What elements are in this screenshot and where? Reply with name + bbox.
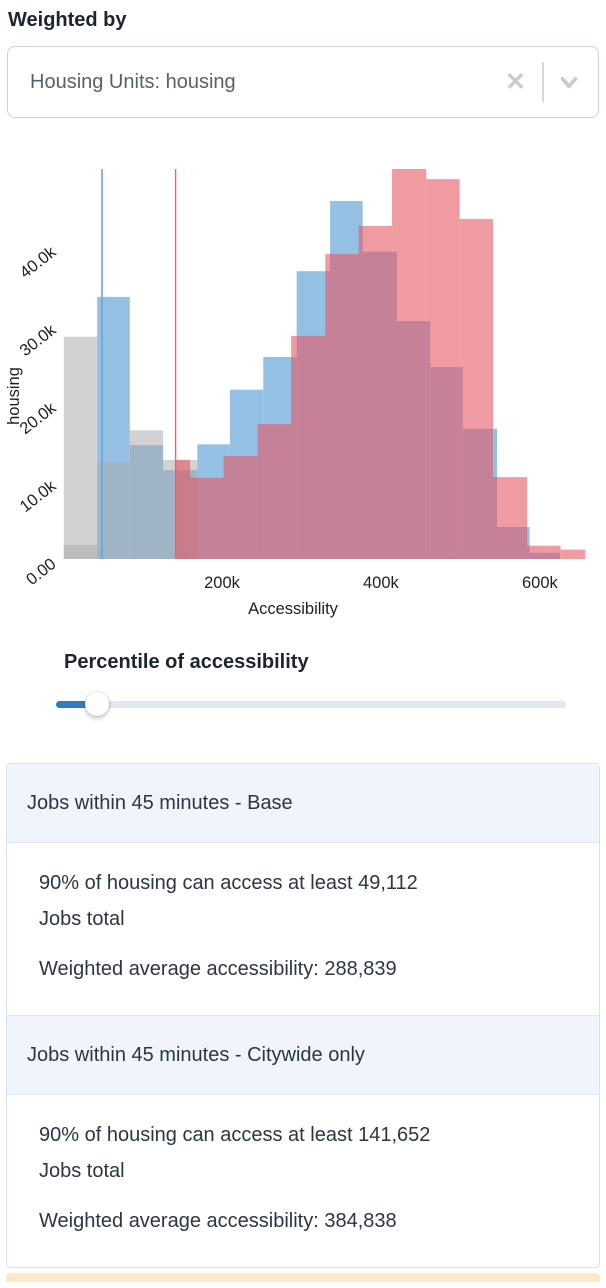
percentile-access-line: 90% of housing can access at least 49,11… <box>39 872 418 894</box>
weighted-by-select-value: Housing Units: housing <box>30 70 236 93</box>
slider-thumb[interactable] <box>85 692 109 716</box>
percentile-label: Percentile of accessibility <box>64 651 309 673</box>
slider-fill <box>56 701 97 708</box>
weighted-by-select[interactable]: Housing Units: housing ✕ <box>7 46 599 118</box>
histogram-bin-citywide-only <box>291 335 326 559</box>
y-tick-label: 30.0k <box>17 321 60 360</box>
histogram-bin-comparison <box>63 336 98 559</box>
histogram-bin-citywide-only <box>358 225 393 559</box>
x-axis-label: Accessibility <box>248 600 339 618</box>
histogram-bin-citywide-only <box>493 477 528 559</box>
histogram-bin-citywide-only <box>527 545 561 559</box>
histogram-bin-citywide-only <box>560 549 586 559</box>
slider-track[interactable] <box>56 701 566 708</box>
result-body-citywide: 90% of housing can access at least 141,6… <box>7 1095 599 1267</box>
y-axis-ticks: 0.00 10.0k 20.0k 30.0k 40.0k <box>17 243 60 589</box>
histogram-bin-citywide-only <box>325 254 359 559</box>
weighted-average-line: Weighted average accessibility: 384,838 <box>39 1210 397 1232</box>
alert-strip <box>6 1273 600 1282</box>
histogram-bin-citywide-only <box>175 459 191 559</box>
x-tick-label: 200k <box>204 574 241 592</box>
y-tick-label: 0.00 <box>23 555 59 589</box>
histogram-series <box>63 169 586 560</box>
percentile-marker-lines <box>101 169 177 559</box>
results-panel: Jobs within 45 minutes - Base 90% of hou… <box>6 763 600 1268</box>
y-tick-label: 10.0k <box>17 477 60 516</box>
x-axis-ticks: 200k 400k 600k <box>204 574 558 592</box>
weighted-average-line: Weighted average accessibility: 288,839 <box>39 958 397 980</box>
chevron-down-icon[interactable] <box>556 69 582 95</box>
histogram-bin-citywide-only <box>459 218 494 560</box>
percentile-access-line-wrap: Jobs total <box>39 1160 125 1182</box>
percentile-access-line-wrap: Jobs total <box>39 908 125 930</box>
histogram-bin-comparison <box>129 430 164 559</box>
select-divider <box>542 62 544 102</box>
result-title-citywide: Jobs within 45 minutes - Citywide only <box>7 1015 599 1095</box>
result-title-base: Jobs within 45 minutes - Base <box>7 764 599 843</box>
histogram-bin-citywide-only <box>426 179 460 559</box>
histogram-bin-comparison-secondary <box>63 544 98 559</box>
x-tick-label: 600k <box>522 574 559 592</box>
weighted-by-label: Weighted by <box>8 9 127 31</box>
histogram-bin-citywide-only <box>392 169 427 559</box>
percentile-slider[interactable] <box>56 692 566 716</box>
y-axis-label: housing <box>5 367 23 425</box>
accessibility-histogram: 200k 400k 600k 0.00 10.0k 20.0k 30.0k 40.0k Ac… <box>5 169 586 618</box>
y-tick-label: 40.0k <box>17 243 60 282</box>
y-tick-label: 20.0k <box>17 399 60 438</box>
x-tick-label: 400k <box>363 574 400 592</box>
percentile-access-line: 90% of housing can access at least 141,6… <box>39 1124 431 1146</box>
histogram-bin-citywide-only <box>190 477 224 559</box>
histogram-bin-citywide-only <box>257 424 292 559</box>
clear-icon[interactable]: ✕ <box>505 67 526 96</box>
result-body-base: 90% of housing can access at least 49,11… <box>7 843 599 1015</box>
histogram-bin-citywide-only <box>223 456 258 559</box>
